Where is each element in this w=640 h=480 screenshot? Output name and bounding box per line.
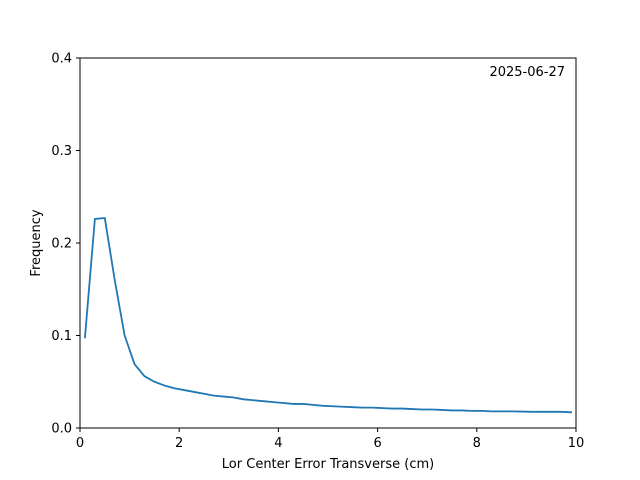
x-tick-label: 6 bbox=[373, 436, 381, 451]
y-axis-label: Frequency bbox=[29, 209, 44, 276]
x-axis: 0 2 4 6 8 10 bbox=[76, 428, 584, 451]
y-tick-label: 0.1 bbox=[51, 329, 72, 344]
x-tick-label: 0 bbox=[76, 436, 84, 451]
y-tick-label: 0.3 bbox=[51, 144, 72, 159]
x-axis-label: Lor Center Error Transverse (cm) bbox=[222, 457, 434, 472]
y-tick-label: 0.4 bbox=[51, 52, 72, 67]
y-tick-label: 0.0 bbox=[51, 422, 72, 437]
y-axis: 0.0 0.1 0.2 0.3 0.4 bbox=[51, 52, 80, 437]
x-tick-label: 2 bbox=[175, 436, 183, 451]
series-line bbox=[83, 217, 572, 414]
plot-area bbox=[80, 58, 576, 428]
plot-frame bbox=[79, 57, 577, 429]
x-tick-label: 4 bbox=[274, 436, 282, 451]
date-annotation: 2025-06-27 bbox=[489, 65, 565, 80]
series-layer bbox=[83, 217, 572, 414]
x-tick-label: 8 bbox=[473, 436, 481, 451]
y-tick-label: 0.2 bbox=[51, 237, 72, 252]
x-tick-label: 10 bbox=[568, 436, 585, 451]
